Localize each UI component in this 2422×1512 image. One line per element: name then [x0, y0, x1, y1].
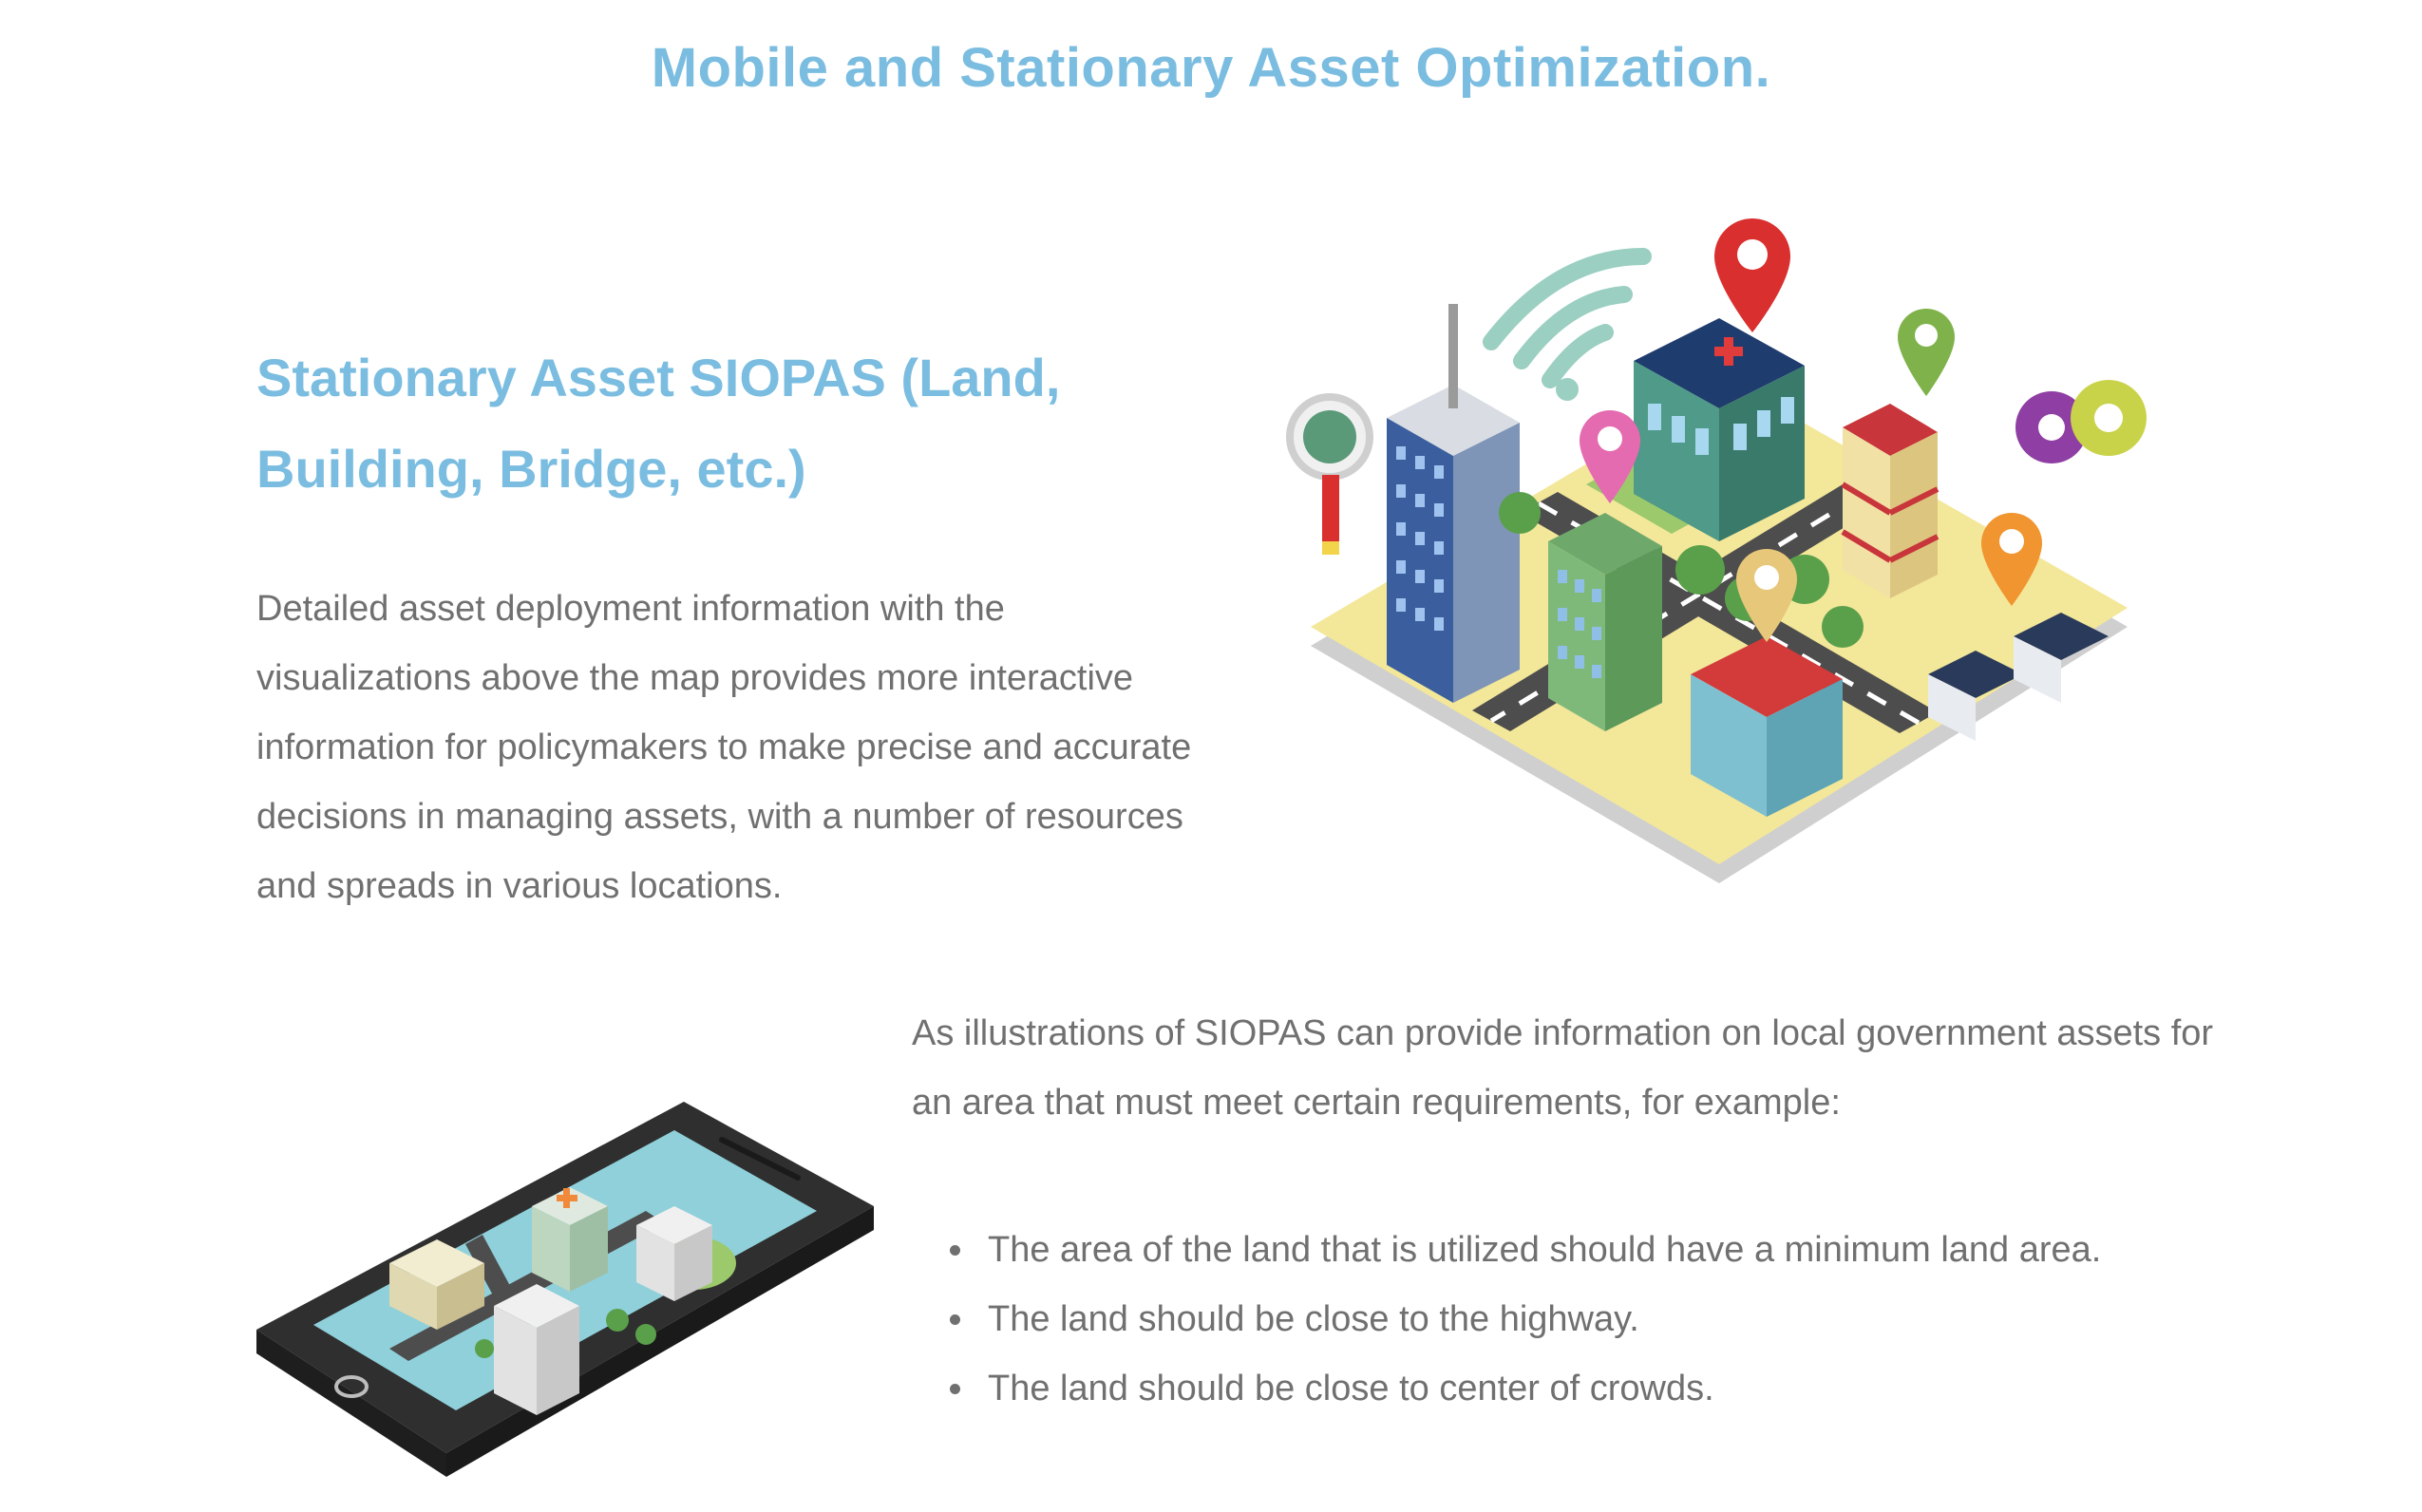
list-item-text: The land should be close to center of cr…	[988, 1369, 1714, 1408]
list-item-text: The land should be close to the highway.	[988, 1299, 1639, 1339]
section-title-line-2: Building, Bridge, etc.)	[256, 439, 806, 499]
map-pin-icon	[1580, 410, 1640, 503]
section-title-line-1: Stationary Asset SIOPAS (Land,	[256, 348, 1061, 407]
bullet-icon	[950, 1384, 960, 1394]
bullet-icon	[950, 1314, 960, 1325]
list-item-text: The area of the land that is utilized sh…	[988, 1230, 2102, 1270]
map-pin-icon	[1736, 549, 1797, 642]
gear-icon	[2015, 380, 2147, 463]
city-map-illustration	[1286, 218, 2147, 883]
map-pin-icon	[1714, 218, 1790, 332]
list-item: The land should be close to center of cr…	[940, 1354, 2308, 1424]
smartphone-map-illustration	[256, 1102, 874, 1477]
requirements-list: The area of the land that is utilized sh…	[940, 1216, 2308, 1424]
map-pin-icon	[1898, 309, 1955, 396]
requirements-intro: As illustrations of SIOPAS can provide i…	[912, 1013, 2214, 1123]
section-title: Stationary Asset SIOPAS (Land, Building,…	[256, 332, 1225, 515]
bullet-icon	[950, 1245, 960, 1256]
section-description: Detailed asset deployment information wi…	[256, 589, 1192, 906]
page-title: Mobile and Stationary Asset Optimization…	[651, 37, 1771, 99]
magnifier-icon	[1286, 393, 1373, 555]
list-item: The land should be close to the highway.	[940, 1285, 2308, 1354]
list-item: The area of the land that is utilized sh…	[940, 1216, 2308, 1285]
wifi-icon	[1483, 248, 1652, 388]
map-pin-icon	[1981, 513, 2042, 606]
